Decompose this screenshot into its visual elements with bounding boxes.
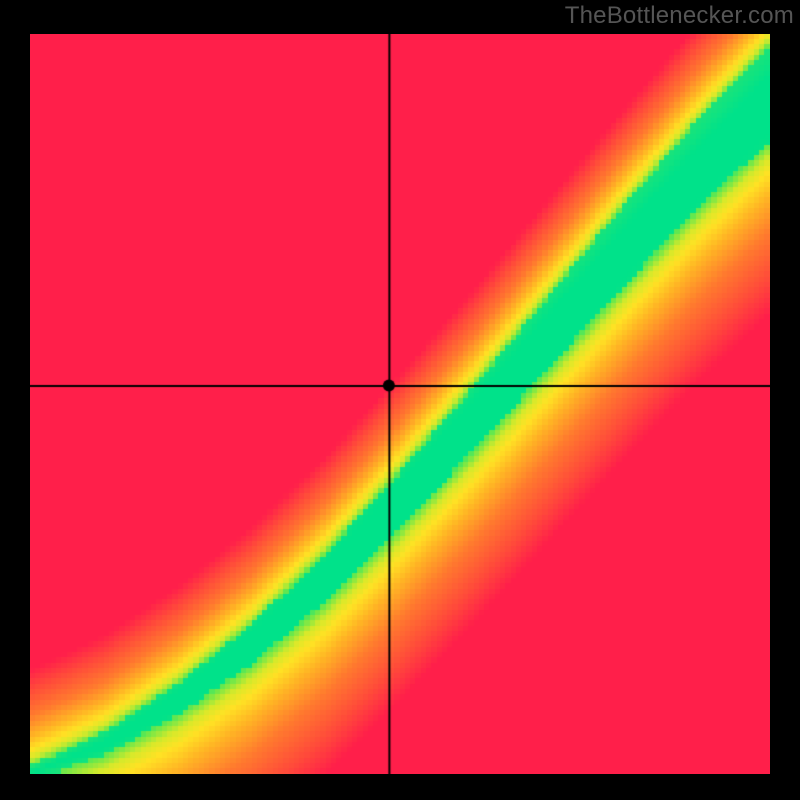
watermark-text: TheBottlenecker.com bbox=[565, 2, 794, 30]
chart-container: TheBottlenecker.com bbox=[0, 0, 800, 800]
plot-area bbox=[30, 34, 770, 774]
heatmap-canvas bbox=[30, 34, 770, 774]
